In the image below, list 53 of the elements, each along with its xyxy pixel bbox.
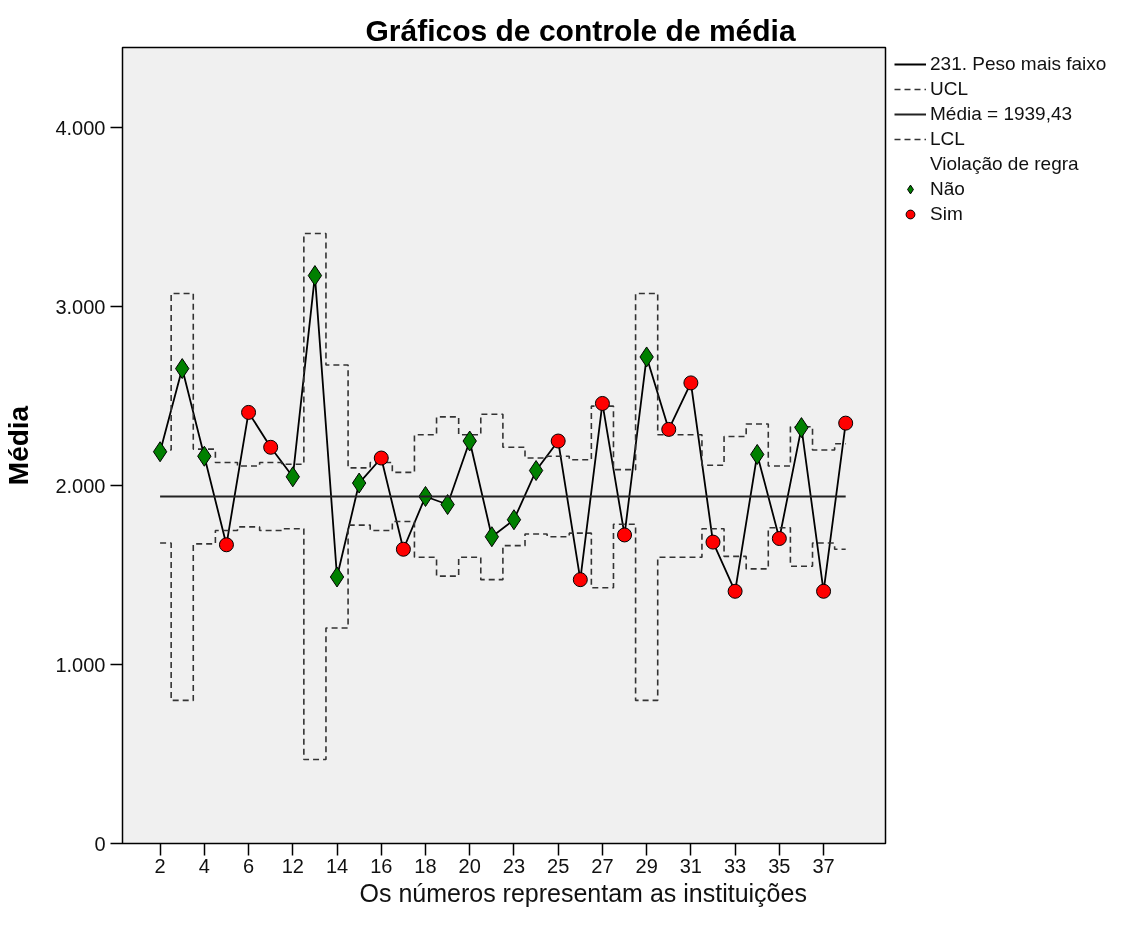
point — [816, 583, 832, 599]
point — [594, 395, 610, 411]
x-tick-label: 29 — [635, 854, 658, 877]
legend-label: Sim — [930, 203, 963, 225]
point — [329, 566, 345, 588]
x-tick-label: 2 — [154, 854, 166, 877]
y-tick-label: 3.000 — [55, 295, 106, 318]
legend-title: Violação de regra — [930, 153, 1079, 175]
legend-label: 231. Peso mais faixo — [930, 53, 1107, 75]
point — [528, 460, 544, 482]
point — [617, 527, 633, 543]
x-tick-label: 4 — [198, 854, 210, 877]
point — [241, 404, 257, 420]
point — [307, 265, 323, 287]
point — [373, 450, 389, 466]
x-tick-label: 23 — [502, 854, 526, 877]
point — [351, 472, 367, 494]
x-tick-label: 20 — [458, 854, 481, 877]
point — [263, 439, 279, 455]
point — [771, 531, 787, 546]
y-tick-label: 4.000 — [55, 116, 106, 139]
point — [218, 537, 234, 553]
point — [727, 583, 743, 599]
x-tick-label: 37 — [812, 854, 835, 877]
x-tick-label: 14 — [325, 854, 349, 877]
x-axis-title: Os números representam as instituições — [359, 878, 807, 907]
y-tick-label: 1.000 — [55, 653, 106, 676]
point — [683, 375, 699, 391]
legend-label: UCL — [930, 78, 969, 100]
point — [838, 415, 854, 431]
x-tick-label: 35 — [768, 854, 791, 877]
x-tick-label: 12 — [281, 854, 304, 877]
legend-label: Média = 1939,43 — [930, 103, 1073, 125]
x-tick-label: 31 — [679, 854, 703, 877]
point — [395, 541, 411, 557]
point — [152, 441, 168, 463]
point — [572, 572, 588, 588]
x-tick-label: 25 — [547, 854, 570, 877]
y-axis-title: Média — [3, 405, 35, 486]
legend-label: Não — [930, 178, 965, 200]
legend-label: LCL — [930, 128, 965, 150]
x-tick-label: 18 — [414, 854, 437, 877]
x-tick-label: 33 — [723, 854, 747, 877]
chart-title: Gráficos de controle de média — [365, 13, 796, 47]
point — [506, 509, 522, 531]
point — [661, 421, 677, 437]
x-tick-label: 27 — [591, 854, 614, 877]
point — [550, 433, 566, 449]
x-tick-label: 6 — [243, 854, 255, 877]
point — [705, 534, 721, 550]
x-tick-label: 16 — [370, 854, 393, 877]
y-tick-label: 0 — [94, 832, 106, 855]
y-tick-label: 2.000 — [55, 474, 106, 497]
